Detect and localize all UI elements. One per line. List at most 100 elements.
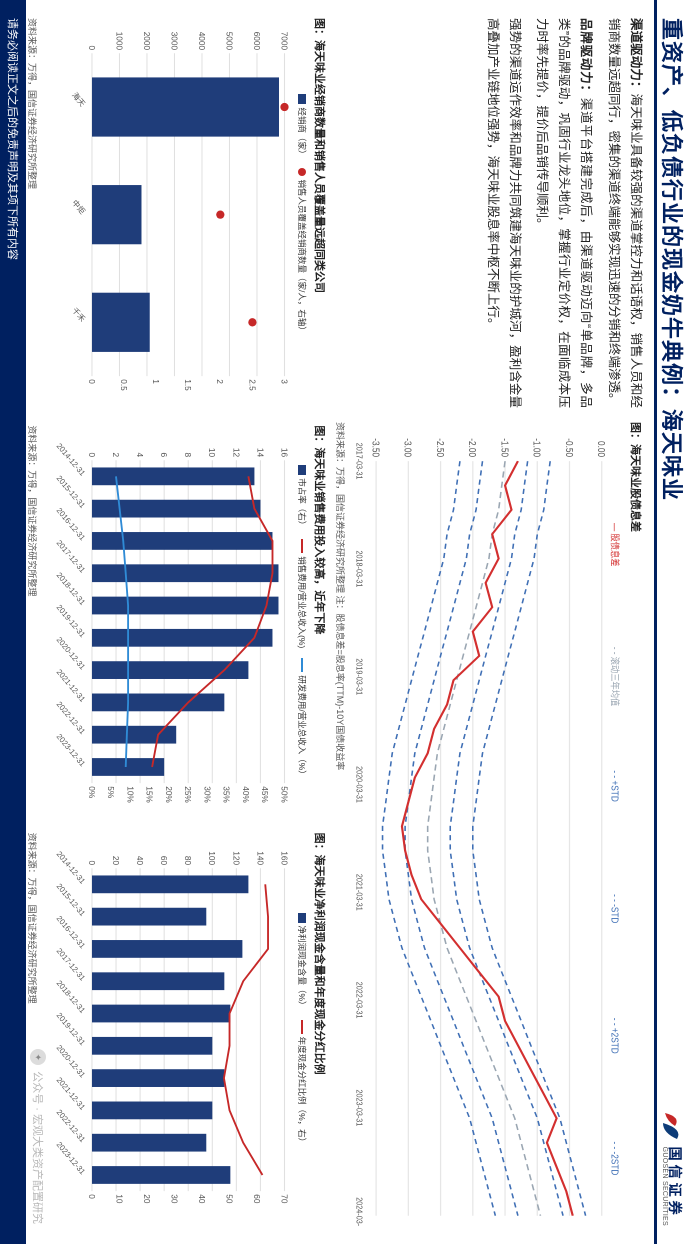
header: 重资产、低负债行业的现金奶牛典例：海天味业 国信证券 GUOSEN SECURI… (654, 0, 700, 1244)
svg-text:0: 0 (87, 453, 96, 458)
svg-text:千禾: 千禾 (70, 305, 88, 323)
svg-text:0: 0 (87, 45, 96, 50)
svg-text:15%: 15% (145, 787, 154, 804)
svg-text:-2.00: -2.00 (467, 438, 478, 457)
chart1-legend: 经销商（家） 销售人员覆盖经销商数量（家/人，右轴） (296, 18, 308, 411)
footer-text: 请务必阅读正文之后的免责声明及其项下所有内容 (5, 18, 21, 260)
svg-text:2020-12-31: 2020-12-31 (55, 1043, 87, 1079)
chart3-plot: 0204060801001201401600102030405060702014… (39, 833, 294, 1226)
svg-text:160: 160 (279, 851, 288, 865)
chart3-title: 图：海天味业净利润现金含量和年度现金分红比例 (312, 833, 328, 1226)
svg-text:4: 4 (135, 453, 144, 458)
logo-icon (659, 1111, 685, 1141)
svg-text:2021-12-31: 2021-12-31 (55, 1075, 87, 1111)
paragraph-2: 品牌驱动力：渠道平台搭建完成后，由渠道驱动迈向“单品牌，多品类”的品牌驱动，巩固… (531, 18, 597, 408)
chart2-title: 图：海天味业销售费用投入较高，近年下降 (312, 425, 328, 818)
text-column: 渠道驱动力：海天味业具备较强的渠道掌控力和话语权，销售人员和经销商数量远超同行，… (334, 18, 646, 408)
svg-text:2017-12-31: 2017-12-31 (55, 946, 87, 982)
svg-text:25%: 25% (183, 787, 192, 804)
svg-text:12: 12 (231, 448, 240, 458)
svg-text:2021-03-31: 2021-03-31 (355, 874, 365, 911)
svg-text:海天: 海天 (70, 90, 88, 108)
svg-text:0: 0 (87, 379, 96, 384)
paragraph-1: 渠道驱动力：海天味业具备较强的渠道掌控力和话语权，销售人员和经销商数量远超同行，… (602, 18, 646, 408)
svg-text:2023-12-31: 2023-12-31 (55, 1140, 87, 1176)
svg-text:30: 30 (169, 1194, 178, 1204)
svg-text:— 股债息差: — 股债息差 (609, 523, 621, 567)
svg-text:0%: 0% (87, 787, 96, 800)
svg-text:2015-12-31: 2015-12-31 (55, 474, 87, 510)
svg-text:6: 6 (159, 453, 168, 458)
svg-text:-3.50: -3.50 (370, 438, 381, 457)
svg-text:7000: 7000 (279, 32, 288, 51)
svg-text:100: 100 (207, 851, 216, 865)
svg-text:120: 120 (231, 851, 240, 865)
svg-text:- - -2STD: - - -2STD (609, 1141, 620, 1175)
svg-text:2014-12-31: 2014-12-31 (55, 849, 87, 885)
svg-text:2023-12-31: 2023-12-31 (55, 732, 87, 768)
svg-text:- - 滚动三年均值: - - 滚动三年均值 (609, 647, 621, 707)
svg-text:- - +2STD: - - +2STD (609, 1018, 620, 1054)
chart2-box: 图：海天味业销售费用投入较高，近年下降 市占率（右） 销售费用/营业总收入(%)… (26, 425, 330, 818)
svg-text:1.5: 1.5 (183, 379, 192, 391)
svg-text:5000: 5000 (224, 32, 233, 51)
svg-text:35%: 35% (222, 787, 231, 804)
svg-text:2018-03-31: 2018-03-31 (355, 551, 365, 588)
chart3-legend: 净利润现金含量（%） 年度现金分红比例（%，右） (296, 833, 308, 1226)
svg-text:10%: 10% (125, 787, 134, 804)
svg-text:45%: 45% (260, 787, 269, 804)
chart1-title: 图：海天味业经销商数量和销售人员覆盖量远超同类公司 (312, 18, 328, 411)
chart2-legend: 市占率（右） 销售费用/营业总收入(%) 研发费用/营业总收入（%） (296, 425, 308, 818)
chart1-source: 资料来源：万得，国信证券经济研究所整理 (26, 18, 39, 411)
svg-text:2: 2 (111, 453, 120, 458)
svg-text:10: 10 (114, 1194, 123, 1204)
svg-text:60: 60 (159, 856, 168, 866)
svg-text:20: 20 (111, 856, 120, 866)
svg-text:2020-03-31: 2020-03-31 (355, 766, 365, 803)
svg-text:80: 80 (183, 856, 192, 866)
svg-text:5%: 5% (106, 787, 115, 800)
svg-text:10: 10 (207, 448, 216, 458)
chart1-box: 图：海天味业经销商数量和销售人员覆盖量远超同类公司 经销商（家） 销售人员覆盖经… (26, 18, 330, 411)
svg-text:2000: 2000 (142, 32, 151, 51)
svg-text:3: 3 (279, 379, 288, 384)
svg-text:16: 16 (279, 448, 288, 458)
svg-text:0: 0 (87, 1194, 96, 1199)
svg-text:50: 50 (224, 1194, 233, 1204)
chart1-plot: 0100020003000400050006000700000.511.522.… (39, 18, 294, 411)
svg-text:中炬: 中炬 (70, 198, 88, 216)
svg-text:50%: 50% (279, 787, 288, 804)
svg-text:2022-03-31: 2022-03-31 (355, 982, 365, 1019)
svg-text:2017-12-31: 2017-12-31 (55, 539, 87, 575)
logo-text-en: GUOSEN SECURITIES (662, 1147, 669, 1226)
svg-text:- - +STD: - - +STD (609, 770, 620, 802)
svg-text:-1.00: -1.00 (531, 438, 542, 457)
svg-text:40%: 40% (241, 787, 250, 804)
chart2-plot: 02468101214160%5%10%15%20%25%30%35%40%45… (39, 425, 294, 818)
logo: 国信证券 GUOSEN SECURITIES (657, 1111, 685, 1226)
svg-text:6000: 6000 (252, 32, 261, 51)
svg-text:1: 1 (151, 379, 160, 384)
spread-chart-source: 资料来源：万得，国信证券经济研究所整理 注：股债息差=股息率(TTM)-10Y国… (334, 422, 347, 1226)
svg-text:2.5: 2.5 (247, 379, 256, 391)
svg-text:-0.50: -0.50 (564, 438, 575, 457)
svg-text:1000: 1000 (114, 32, 123, 51)
body-row: 渠道驱动力：海天味业具备较强的渠道掌控力和话语权，销售人员和经销商数量远超同行，… (334, 0, 654, 1244)
svg-text:30%: 30% (202, 787, 211, 804)
svg-text:2015-12-31: 2015-12-31 (55, 881, 87, 917)
svg-text:40: 40 (197, 1194, 206, 1204)
watermark: ✦ 公众号 · 宏观大类资产配置研究 (30, 1049, 46, 1224)
svg-text:-3.00: -3.00 (403, 438, 414, 457)
wechat-icon: ✦ (30, 1049, 46, 1065)
slide-page: 重资产、低负债行业的现金奶牛典例：海天味业 国信证券 GUOSEN SECURI… (0, 0, 700, 1244)
svg-text:2017-03-31: 2017-03-31 (355, 443, 365, 480)
svg-text:4000: 4000 (197, 32, 206, 51)
svg-text:2022-12-31: 2022-12-31 (55, 700, 87, 736)
svg-text:20%: 20% (164, 787, 173, 804)
spread-chart: 0.00-0.50-1.00-1.50-2.00-2.50-3.00-3.502… (347, 422, 626, 1226)
svg-text:-2.50: -2.50 (435, 438, 446, 457)
spread-chart-title: 图：海天味业股债息差 (628, 422, 644, 1226)
page-title: 重资产、低负债行业的现金奶牛典例：海天味业 (657, 18, 689, 1111)
svg-text:2019-12-31: 2019-12-31 (55, 603, 87, 639)
svg-text:0: 0 (87, 860, 96, 865)
